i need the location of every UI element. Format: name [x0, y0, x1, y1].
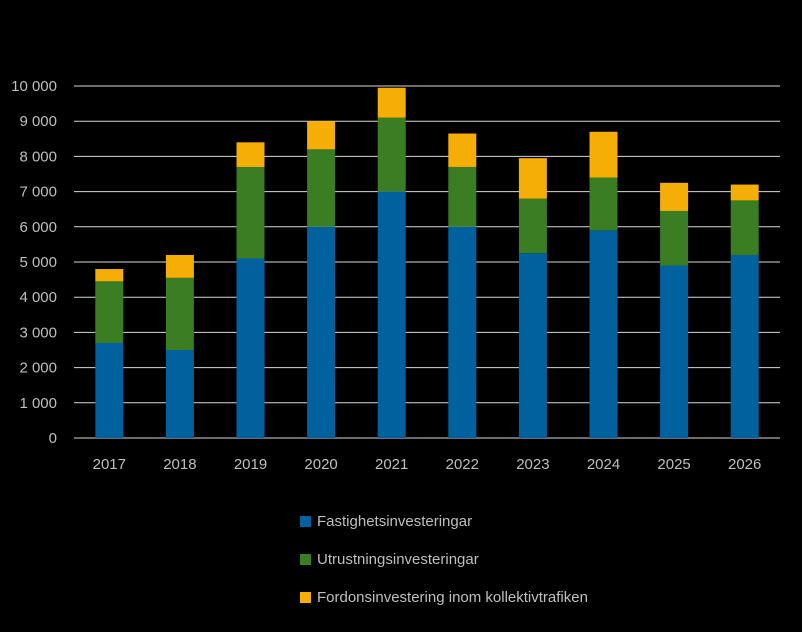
bar-2025-series-3 — [660, 182, 689, 211]
x-tick-label-2017: 2017 — [93, 456, 126, 473]
legend: Fastighetsinvesteringar Utrustningsinves… — [300, 508, 588, 622]
bar-2018-series-1 — [165, 350, 194, 438]
bar-2023-series-3 — [518, 158, 547, 199]
x-tick-label-2020: 2020 — [304, 456, 337, 473]
legend-label-series-2: Utrustningsinvesteringar — [317, 550, 479, 568]
bar-2024-series-1 — [589, 230, 618, 438]
y-tick-label-9000: 9 000 — [19, 113, 57, 130]
bar-2020-series-1 — [307, 226, 336, 438]
y-tick-label-6000: 6 000 — [19, 219, 57, 236]
legend-swatch-series-1 — [300, 515, 311, 527]
x-tick-label-2024: 2024 — [587, 456, 620, 473]
bar-2022-series-2 — [448, 166, 477, 227]
bar-2023-series-2 — [518, 198, 547, 254]
bar-2019-series-3 — [236, 142, 265, 167]
y-tick-label-10000: 10 000 — [11, 78, 57, 95]
bar-2026-series-3 — [730, 184, 759, 201]
bar-2023-series-1 — [518, 253, 547, 438]
bar-2017-series-3 — [95, 269, 124, 282]
bar-2026-series-2 — [730, 200, 759, 255]
y-tick-label-3000: 3 000 — [19, 324, 57, 341]
y-tick-label-1000: 1 000 — [19, 395, 57, 412]
bar-2020-series-2 — [307, 149, 336, 227]
bar-2022-series-3 — [448, 133, 477, 167]
x-tick-label-2026: 2026 — [728, 456, 761, 473]
bar-2026-series-1 — [730, 254, 759, 438]
bar-2018-series-3 — [165, 254, 194, 278]
legend-label-series-3: Fordonsinvestering inom kollektivtrafike… — [317, 588, 588, 606]
y-tick-label-7000: 7 000 — [19, 184, 57, 201]
bar-2025-series-2 — [660, 210, 689, 266]
bar-2017-series-1 — [95, 342, 124, 438]
bar-2018-series-2 — [165, 277, 194, 350]
bar-2019-series-2 — [236, 166, 265, 259]
bar-2017-series-2 — [95, 281, 124, 343]
y-tick-label-5000: 5 000 — [19, 254, 57, 271]
legend-item-series-2: Utrustningsinvesteringar — [300, 546, 588, 572]
y-tick-label-2000: 2 000 — [19, 360, 57, 377]
x-tick-label-2025: 2025 — [657, 456, 690, 473]
bar-2021-series-2 — [377, 117, 406, 192]
x-tick-label-2021: 2021 — [375, 456, 408, 473]
bar-2021-series-3 — [377, 87, 406, 118]
legend-item-series-1: Fastighetsinvesteringar — [300, 508, 588, 534]
bar-2024-series-2 — [589, 177, 618, 231]
x-tick-label-2023: 2023 — [516, 456, 549, 473]
x-tick-label-2019: 2019 — [234, 456, 267, 473]
bar-2022-series-1 — [448, 226, 477, 438]
legend-label-series-1: Fastighetsinvesteringar — [317, 512, 473, 530]
bar-2024-series-3 — [589, 131, 618, 178]
y-tick-label-8000: 8 000 — [19, 148, 57, 165]
legend-swatch-series-2 — [300, 553, 311, 565]
y-tick-label-4000: 4 000 — [19, 289, 57, 306]
y-tick-label-0: 0 — [49, 430, 57, 447]
bar-2020-series-3 — [307, 121, 336, 150]
x-tick-label-2022: 2022 — [446, 456, 479, 473]
legend-item-series-3: Fordonsinvestering inom kollektivtrafike… — [300, 584, 588, 610]
legend-swatch-series-3 — [300, 591, 311, 603]
bar-2025-series-1 — [660, 265, 689, 438]
x-tick-label-2018: 2018 — [163, 456, 196, 473]
bar-2021-series-1 — [377, 191, 406, 438]
bar-2019-series-1 — [236, 258, 265, 438]
